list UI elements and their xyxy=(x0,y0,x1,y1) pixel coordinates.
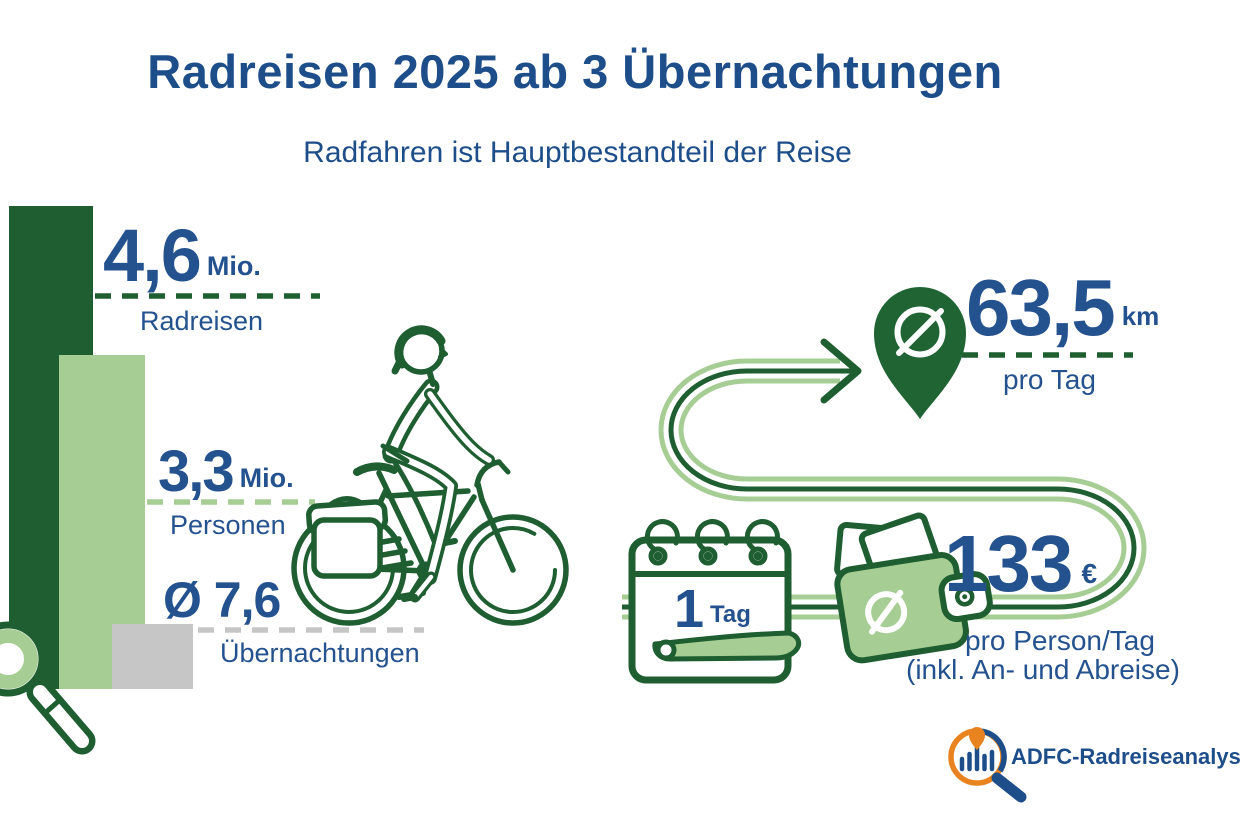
stat-personen-label: Personen xyxy=(170,510,286,540)
stat-duration-unit: Tag xyxy=(710,601,751,628)
stat-distance-unit: km xyxy=(1121,301,1160,331)
stat-cost: 133 € xyxy=(944,524,1097,604)
stat-cost-label-2: (inkl. An- und Abreise) xyxy=(906,654,1180,685)
stat-duration: 1 Tag xyxy=(674,582,751,636)
average-icon xyxy=(865,589,908,635)
stat-distance-value: 63,5 xyxy=(966,263,1116,352)
map-pin-icon xyxy=(874,287,966,419)
stat-cost-unit: € xyxy=(1081,558,1098,589)
stat-distance: 63,5 km xyxy=(966,268,1159,348)
average-icon xyxy=(894,306,946,358)
average-symbol: Ø xyxy=(163,572,202,628)
stat-uebernachtungen: Ø 7,6 xyxy=(163,572,282,628)
logo-text: ADFC-Radreiseanalyse xyxy=(1011,744,1240,769)
stat-personen-unit: Mio. xyxy=(239,463,294,493)
stat-personen: 3,3 Mio. xyxy=(158,443,294,501)
page-subtitle: Radfahren ist Hauptbestandteil der Reise xyxy=(303,136,852,169)
stat-radreisen: 4,6 Mio. xyxy=(103,219,261,293)
stat-uebernachtungen-value: 7,6 xyxy=(200,572,282,628)
stat-uebernachtungen-label: Übernachtungen xyxy=(220,638,420,668)
page-title: Radreisen 2025 ab 3 Übernachtungen xyxy=(147,45,1003,98)
logo-bars-icon xyxy=(959,745,995,772)
stat-cost-value: 133 xyxy=(944,519,1073,608)
stat-radreisen-label: Radreisen xyxy=(140,306,264,336)
stat-radreisen-value: 4,6 xyxy=(103,214,202,297)
stat-personen-value: 3,3 xyxy=(158,439,235,504)
stat-distance-label: pro Tag xyxy=(1003,364,1096,395)
stat-radreisen-unit: Mio. xyxy=(206,251,261,281)
stat-cost-label-1: pro Person/Tag xyxy=(965,625,1155,656)
stat-duration-value: 1 xyxy=(674,579,705,639)
logo-pin-icon xyxy=(969,727,985,750)
bar-uebernachtungen xyxy=(112,624,193,689)
